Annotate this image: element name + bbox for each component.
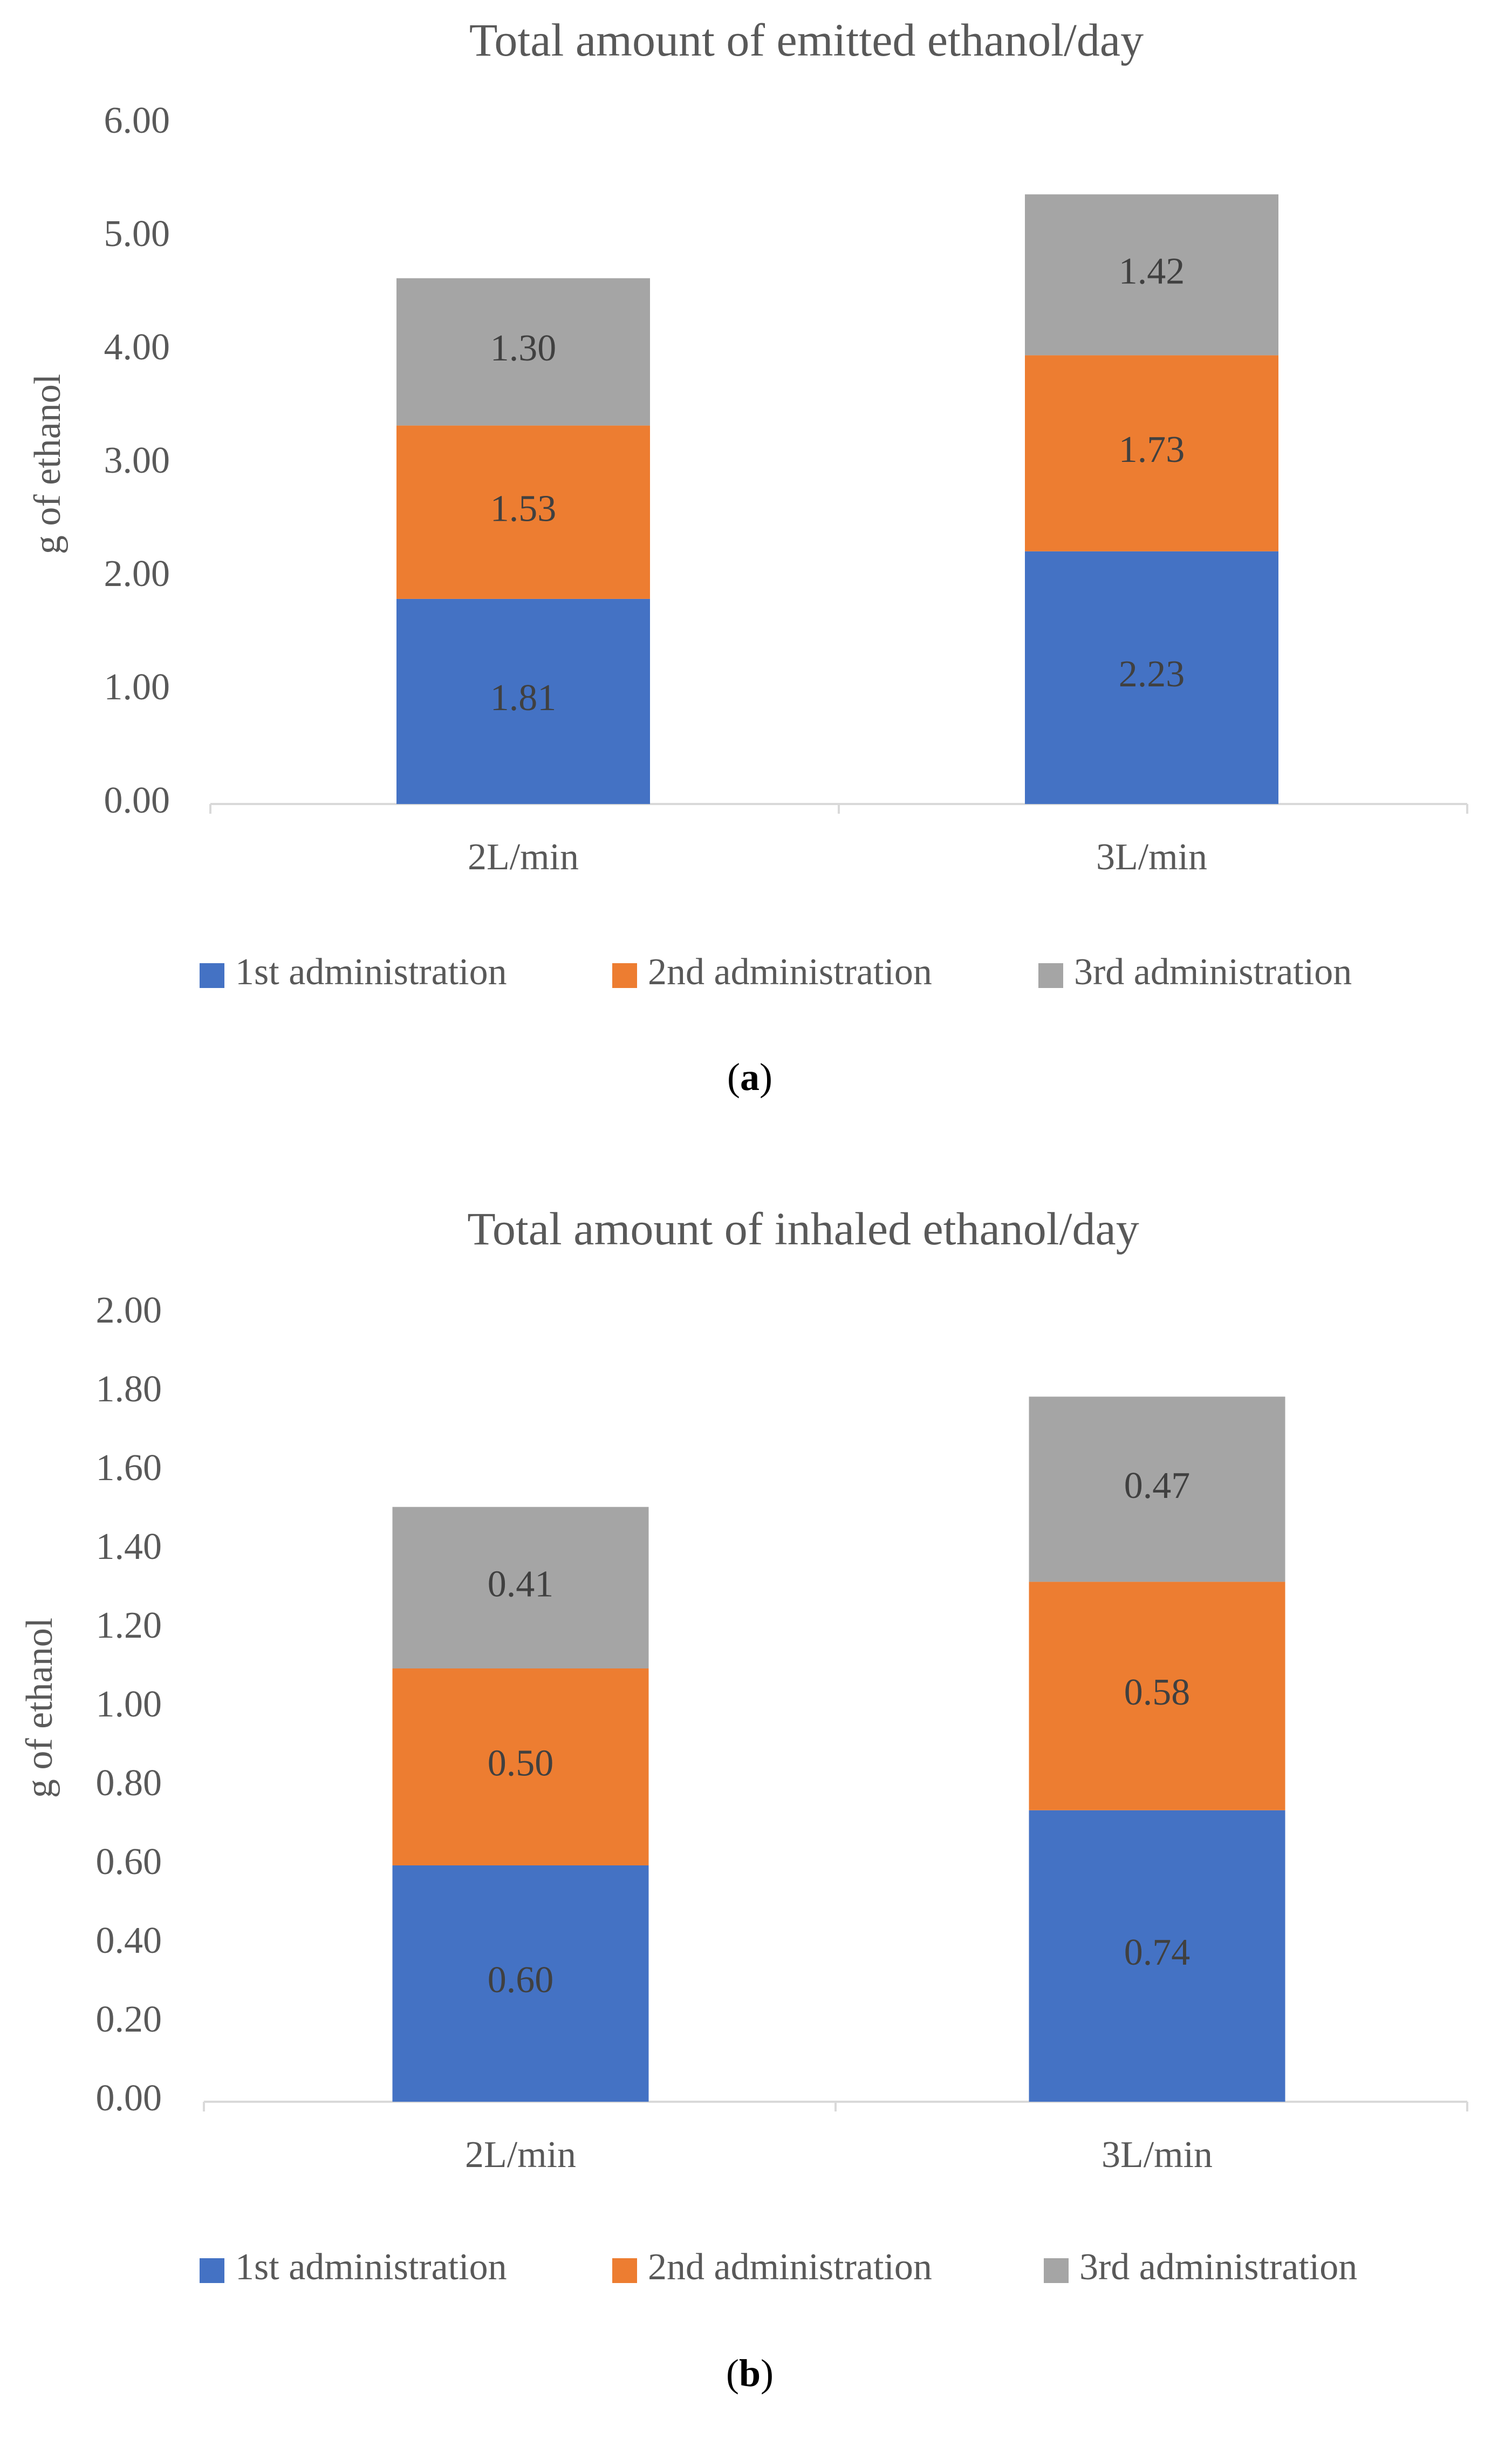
y-tick-label: 0.00	[96, 2077, 162, 2119]
bar-segment-2-1	[396, 425, 650, 599]
y-tick-label: 1.20	[96, 1605, 162, 1646]
bar-segment-1-2	[1025, 551, 1278, 804]
y-tick-label: 2.00	[96, 1290, 162, 1331]
chart-title: Total amount of emitted ethanol/day	[469, 14, 1144, 66]
chart-panel-b: Total amount of inhaled ethanol/day g of …	[19, 1203, 1468, 2395]
data-label: 0.41	[488, 1563, 554, 1605]
data-label: 1.73	[1119, 429, 1185, 471]
legend-swatch	[1038, 963, 1063, 988]
x-category-label: 3L/min	[1096, 836, 1207, 878]
bar-segment-3-2	[1025, 194, 1278, 356]
bar-segment-3-2	[1029, 1396, 1285, 1582]
data-label: 1.81	[490, 677, 557, 719]
legend-swatch	[612, 2258, 637, 2283]
chart-panel-a: Total amount of emitted ethanol/day g of …	[27, 14, 1468, 1099]
caption-letter: a	[740, 1055, 760, 1099]
y-tick-label: 4.00	[104, 326, 170, 368]
bar-segment-2-1	[392, 1668, 649, 1865]
y-axis-label: g of ethanol	[19, 1618, 60, 1798]
y-tick-label: 1.00	[104, 666, 170, 708]
y-tick-label: 1.80	[96, 1368, 162, 1410]
data-label: 0.47	[1124, 1465, 1191, 1507]
y-tick-label: 3.00	[104, 440, 170, 481]
data-label: 0.74	[1124, 1932, 1191, 1973]
y-tick-label: 6.00	[104, 100, 170, 141]
y-tick-label: 1.40	[96, 1526, 162, 1568]
legend-label: 1st administration	[235, 951, 507, 993]
panel-caption: (b)	[726, 2352, 774, 2395]
bar-segment-1-1	[392, 1865, 649, 2102]
data-label: 0.58	[1124, 1672, 1191, 1713]
legend-label: 2nd administration	[648, 2246, 932, 2288]
legend-label: 3rd administration	[1079, 2246, 1357, 2288]
bar-segment-3-1	[396, 278, 650, 426]
legend-swatch	[200, 963, 224, 988]
y-tick-label: 2.00	[104, 553, 170, 595]
caption-close: )	[761, 2352, 774, 2395]
bar-segment-2-2	[1029, 1582, 1285, 1810]
data-label: 0.50	[488, 1743, 554, 1784]
legend-swatch	[1044, 2258, 1069, 2283]
y-tick-label: 0.80	[96, 1762, 162, 1804]
data-label: 1.42	[1119, 250, 1185, 292]
y-tick-label: 1.60	[96, 1447, 162, 1489]
x-category-label: 2L/min	[468, 836, 579, 878]
caption-open: (	[726, 2352, 739, 2395]
y-axis-label: g of ethanol	[27, 374, 69, 554]
chart-title: Total amount of inhaled ethanol/day	[467, 1203, 1139, 1255]
legend-label: 3rd administration	[1074, 951, 1352, 993]
data-label: 0.60	[488, 1959, 554, 2001]
y-tick-label: 5.00	[104, 213, 170, 255]
bar-segment-1-1	[396, 598, 650, 804]
legend-swatch	[612, 963, 637, 988]
data-label: 1.53	[490, 488, 557, 529]
bar-segment-1-2	[1029, 1810, 1285, 2102]
caption-letter: b	[739, 2352, 761, 2395]
y-tick-label: 1.00	[96, 1684, 162, 1725]
bar-segment-2-2	[1025, 355, 1278, 551]
legend-label: 1st administration	[235, 2246, 507, 2288]
bar-segment-3-1	[392, 1507, 649, 1668]
y-tick-label: 0.00	[104, 780, 170, 821]
legend-label: 2nd administration	[648, 951, 932, 993]
x-category-label: 2L/min	[465, 2134, 576, 2176]
panel-caption: (a)	[727, 1055, 772, 1099]
data-label: 1.30	[490, 328, 557, 369]
caption-close: )	[760, 1055, 772, 1099]
data-label: 2.23	[1119, 653, 1185, 695]
y-tick-label: 0.40	[96, 1920, 162, 1961]
y-tick-label: 0.20	[96, 1999, 162, 2040]
caption-open: (	[727, 1055, 740, 1099]
legend-swatch	[200, 2258, 224, 2283]
x-category-label: 3L/min	[1101, 2134, 1213, 2176]
y-tick-label: 0.60	[96, 1841, 162, 1883]
